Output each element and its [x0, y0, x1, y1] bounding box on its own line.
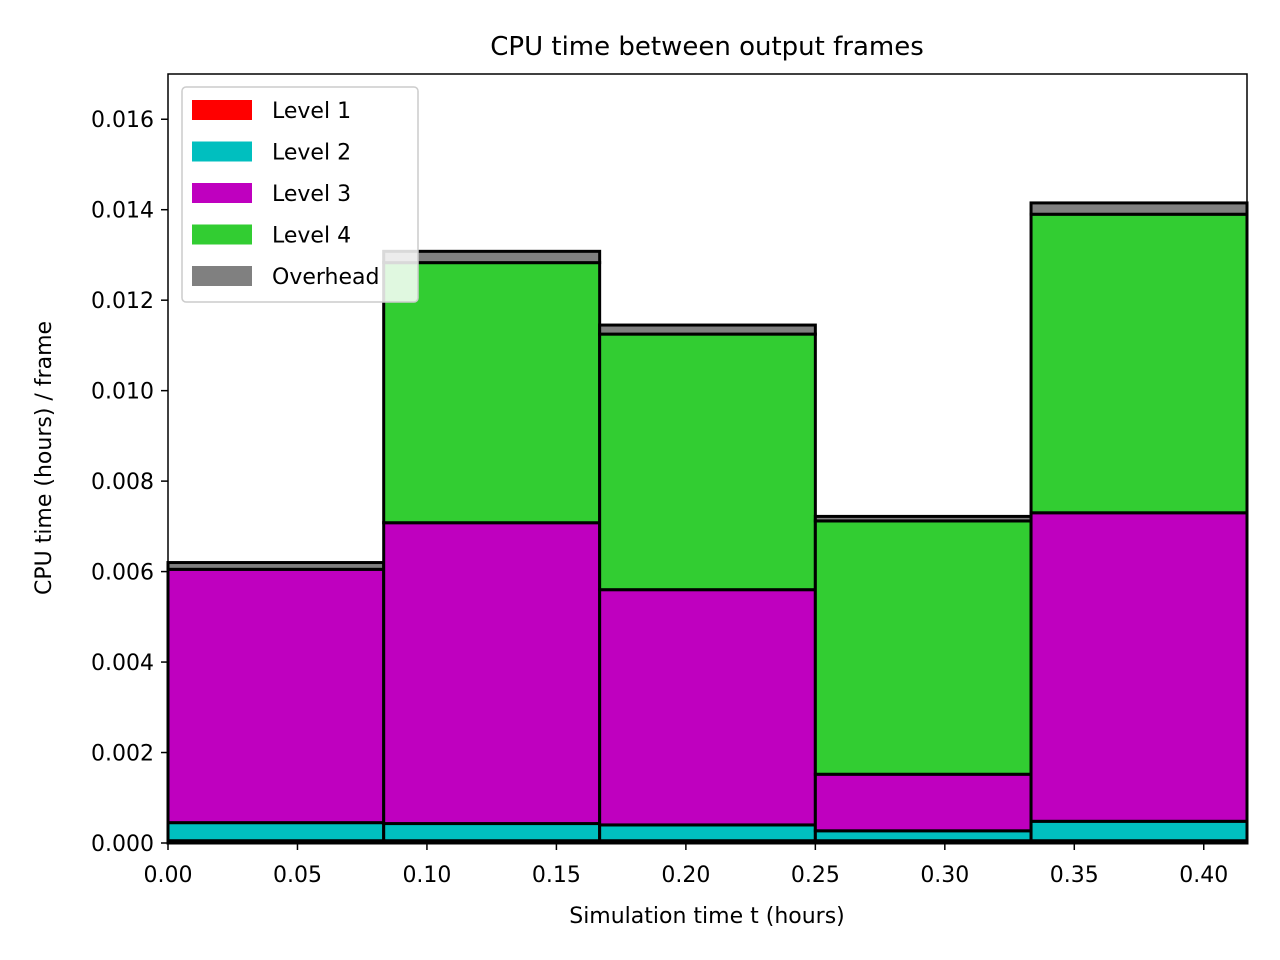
bar-segment-level-3-bin-2 [382, 521, 602, 826]
bar-segment-overhead-bin-5 [1029, 201, 1249, 216]
bar-segment-level-2-bin-3 [598, 823, 817, 843]
y-tick-label: 0.002 [91, 742, 154, 767]
bar-segment-level-4-bin-3 [598, 332, 817, 592]
x-tick-label: 0.00 [144, 863, 193, 888]
bar-segment-level-3-bin-4 [813, 772, 1033, 833]
legend-label-level-3: Level 3 [272, 182, 351, 207]
x-tick-label: 0.05 [273, 863, 322, 888]
x-tick-label: 0.40 [1179, 863, 1228, 888]
y-tick-label: 0.012 [91, 289, 154, 314]
legend-swatch-level-3 [192, 183, 252, 203]
y-axis-label: CPU time (hours) / frame [32, 321, 57, 595]
y-axis: 0.000 0.002 0.004 0.006 0.008 0.010 0.012 0.014… [91, 108, 168, 857]
y-tick-label: 0.008 [91, 470, 154, 495]
legend-label-level-2: Level 2 [272, 141, 351, 166]
legend-swatch-overhead [192, 266, 252, 286]
legend-label-level-1: Level 1 [272, 99, 351, 124]
bar-segment-overhead-bin-4 [813, 514, 1033, 523]
bar-segment-level-2-bin-2 [382, 822, 602, 843]
bar-segment-level-4-bin-4 [813, 519, 1033, 776]
x-tick-label: 0.30 [920, 863, 969, 888]
bar-segment-overhead-bin-3 [598, 323, 817, 336]
x-tick-label: 0.20 [661, 863, 710, 888]
bar-segment-level-3-bin-3 [598, 588, 817, 827]
x-tick-label: 0.35 [1050, 863, 1099, 888]
x-tick-label: 0.10 [402, 863, 451, 888]
legend-box [181, 86, 419, 303]
y-tick-label: 0.006 [91, 561, 154, 586]
bar-segment-level-2-bin-1 [166, 821, 386, 843]
bars-group [166, 201, 1249, 845]
y-tick-label: 0.014 [91, 199, 154, 224]
chart-title: CPU time between output frames [490, 32, 924, 62]
legend-swatch-level-4 [192, 224, 252, 245]
legend-label-level-4: Level 4 [272, 224, 351, 249]
y-tick-label: 0.000 [91, 832, 154, 857]
x-tick-label: 0.25 [791, 863, 840, 888]
legend-swatch-level-2 [192, 141, 252, 162]
legend-label-overhead: Overhead [272, 265, 379, 290]
y-tick-label: 0.010 [91, 380, 154, 405]
y-tick-label: 0.004 [91, 651, 154, 676]
bar-segment-overhead-bin-1 [166, 561, 386, 571]
bar-segment-level-3-bin-5 [1029, 511, 1249, 823]
bar-segment-level-3-bin-1 [166, 567, 386, 825]
legend-swatch-level-1 [192, 100, 252, 120]
x-axis-label: Simulation time t (hours) [569, 904, 845, 929]
x-axis: 0.00 0.05 0.10 0.15 0.20 0.25 0.30 0.35 0.40 [144, 843, 1228, 888]
y-tick-label: 0.016 [91, 108, 154, 133]
legend: Level 1 Level 2 Level 3 Level 4 Overhead [181, 86, 419, 303]
x-tick-label: 0.15 [532, 863, 581, 888]
bar-segment-level-4-bin-2 [382, 261, 602, 525]
bar-segment-level-4-bin-5 [1029, 212, 1249, 515]
bar-segment-level-2-bin-5 [1029, 819, 1249, 843]
plot-area-frame [167, 73, 1248, 844]
